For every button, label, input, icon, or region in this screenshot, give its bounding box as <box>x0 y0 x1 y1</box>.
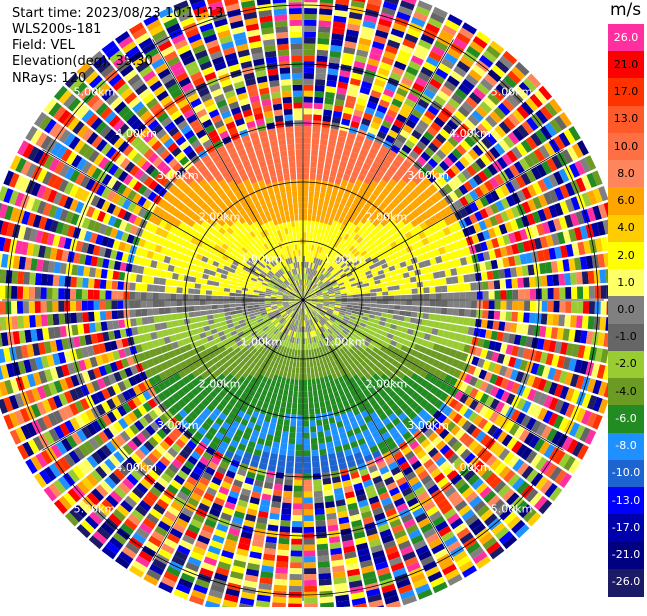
ring-label: 5.00km <box>491 85 533 98</box>
ring-label: 2.00km <box>199 211 241 224</box>
colorbar-unit: m/s <box>610 0 641 20</box>
colorbar-tick-label: 8.0 <box>608 168 644 180</box>
colorbar-tick-label: -26.0 <box>608 576 644 588</box>
colorbar-tick-label: -30.0 <box>608 604 644 616</box>
colorbar-tick-label: -2.0 <box>608 358 644 370</box>
ring-label: 4.00km <box>115 127 157 140</box>
colorbar-tick-label: 2.0 <box>608 250 644 262</box>
colorbar-tick-label: 10.0 <box>608 141 644 153</box>
ring-label: 5.00km <box>491 503 533 516</box>
colorbar-tick-label: 0.0 <box>608 304 644 316</box>
colorbar-tick-label: -21.0 <box>608 549 644 561</box>
nrays-label: NRays: 120 <box>12 71 86 86</box>
colorbar-tick-label: -1.0 <box>608 331 644 343</box>
ring-label: 3.00km <box>157 169 199 182</box>
station-label: WLS200s-181 <box>12 22 101 37</box>
ring-label: 2.00km <box>366 211 408 224</box>
colorbar-tick-label: -13.0 <box>608 495 644 507</box>
colorbar: 26.0 21.0 17.0 13.0 10.0 8.0 6.0 4.0 2.0 1.0 0.0 -1… <box>608 24 644 596</box>
field-label: Field: VEL <box>12 38 75 53</box>
colorbar-tick-label: 26.0 <box>608 32 644 44</box>
ring-label: 1.00km <box>240 252 282 265</box>
ring-label: 2.00km <box>366 377 408 390</box>
ring-label: 4.00km <box>449 461 491 474</box>
ring-label: 3.00km <box>407 169 449 182</box>
ring-label: 1.00km <box>240 336 282 349</box>
colorbar-tick-label: -10.0 <box>608 467 644 479</box>
colorbar-tick-label: 1.0 <box>608 277 644 289</box>
ring-label: 2.00km <box>199 377 241 390</box>
ring-label: 1.00km <box>324 336 366 349</box>
ring-label: 5.00km <box>74 85 116 98</box>
colorbar-tick-label: 21.0 <box>608 59 644 71</box>
ring-label: 4.00km <box>115 461 157 474</box>
colorbar-tick-label: -8.0 <box>608 440 644 452</box>
colorbar-tick-label: 17.0 <box>608 86 644 98</box>
colorbar-tick-label: 6.0 <box>608 195 644 207</box>
elevation-label: Elevation(deg): 35.30 <box>12 54 153 69</box>
colorbar-tick-label: -17.0 <box>608 522 644 534</box>
colorbar-tick-label: -4.0 <box>608 386 644 398</box>
ring-label: 3.00km <box>407 419 449 432</box>
ring-label: 3.00km <box>157 419 199 432</box>
colorbar-tick-label: -6.0 <box>608 413 644 425</box>
colorbar-tick-label: 4.0 <box>608 222 644 234</box>
start-time-label: Start time: 2023/08/23 10:11:13 <box>12 6 223 21</box>
ring-label: 5.00km <box>74 503 116 516</box>
ring-label: 1.00km <box>324 252 366 265</box>
ring-label: 4.00km <box>449 127 491 140</box>
colorbar-tick-label: 13.0 <box>608 113 644 125</box>
